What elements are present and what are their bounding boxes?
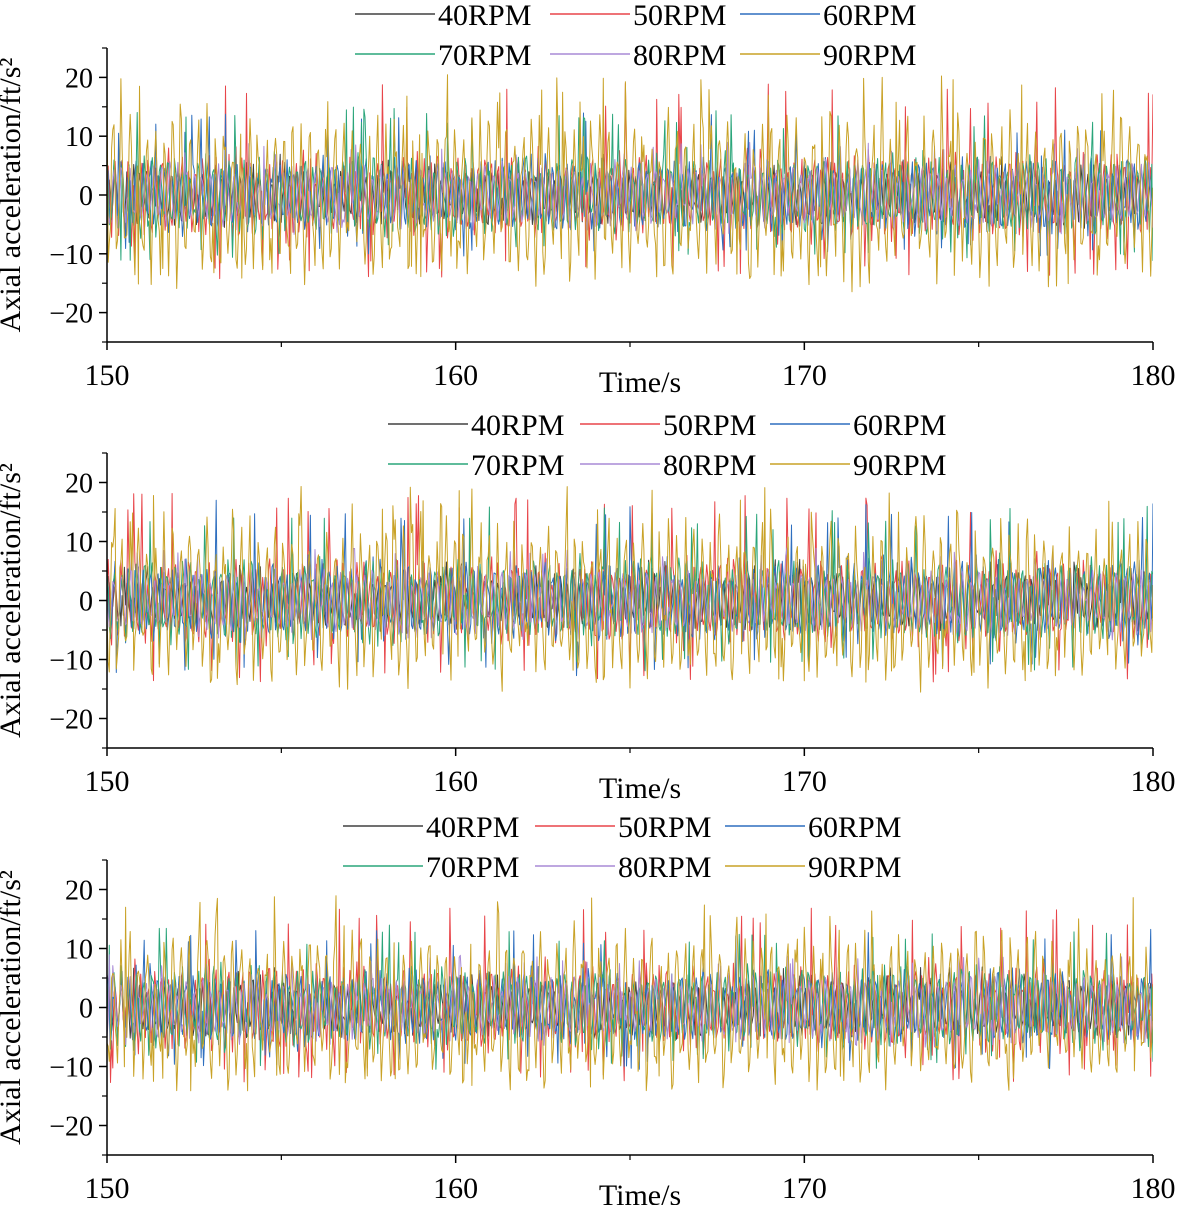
series-group [107,486,1153,693]
y-tick-label: −10 [49,646,93,677]
y-tick-label: 10 [65,935,93,966]
y-tick-label: 20 [65,63,93,94]
legend-label-70rpm: 70RPM [471,449,564,482]
y-tick-label: 20 [65,469,93,500]
y-tick-label: −10 [49,1053,93,1084]
series-line-70rpm [107,106,1153,261]
x-tick-label: 170 [782,765,827,798]
legend-label-50rpm: 50RPM [633,0,726,32]
chart-panel-2: 150 160 170 180 −20 −10 0 10 20 Time/s Axial accel… [0,409,1176,805]
legend: 40RPM 50RPM 60RPM 70RPM 80RPM 90RPM [388,409,946,482]
legend-label-80rpm: 80RPM [633,39,726,72]
x-tick-label: 180 [1131,765,1176,798]
legend-label-40rpm: 40RPM [438,0,531,32]
legend: 40RPM 50RPM 60RPM 70RPM 80RPM 90RPM [355,0,916,72]
y-axis-label: Axial acceleration/ft/s² [0,58,27,333]
series-line-90rpm [107,486,1153,693]
x-tick-label: 160 [433,359,478,392]
series-line-80rpm [107,547,1153,641]
series-line-90rpm [107,74,1153,293]
x-axis-label: Time/s [599,366,681,399]
legend-label-90rpm: 90RPM [823,39,916,72]
legend-label-60rpm: 60RPM [823,0,916,32]
y-tick-label: 0 [79,587,93,618]
legend-label-50rpm: 50RPM [663,409,756,442]
series-group [107,895,1153,1092]
chart-panel-1: 150 160 170 180 −20 −10 0 10 20 Time/s Axial accel… [0,0,1176,399]
legend-label-40rpm: 40RPM [426,811,519,844]
y-tick-label: −20 [49,299,93,330]
y-tick-label: −20 [49,705,93,736]
y-tick-label: 0 [79,181,93,212]
x-tick-label: 180 [1131,1172,1176,1205]
legend-label-50rpm: 50RPM [618,811,711,844]
series-line-90rpm [107,895,1153,1092]
chart-panel-3: 150 160 170 180 −20 −10 0 10 20 Time/s Axial accel… [0,811,1176,1205]
y-tick-label: 0 [79,994,93,1025]
y-tick-label: −20 [49,1112,93,1143]
x-tick-label: 150 [85,765,130,798]
legend-label-60rpm: 60RPM [853,409,946,442]
y-tick-label: 20 [65,876,93,907]
x-tick-label: 180 [1131,359,1176,392]
x-tick-label: 160 [433,1172,478,1205]
legend-label-80rpm: 80RPM [618,851,711,884]
legend-label-40rpm: 40RPM [471,409,564,442]
legend-label-60rpm: 60RPM [808,811,901,844]
x-tick-label: 160 [433,765,478,798]
legend: 40RPM 50RPM 60RPM 70RPM 80RPM 90RPM [343,811,901,884]
legend-label-90rpm: 90RPM [853,449,946,482]
legend-label-80rpm: 80RPM [663,449,756,482]
y-tick-label: 10 [65,528,93,559]
y-axis-label: Axial acceleration/ft/s² [0,870,27,1145]
x-axis-label: Time/s [599,1179,681,1205]
series-group [107,74,1153,293]
legend-label-70rpm: 70RPM [438,39,531,72]
legend-label-70rpm: 70RPM [426,851,519,884]
y-tick-label: −10 [49,240,93,271]
x-tick-label: 150 [85,1172,130,1205]
legend-label-90rpm: 90RPM [808,851,901,884]
y-tick-label: 10 [65,122,93,153]
x-tick-label: 150 [85,359,130,392]
x-tick-label: 170 [782,359,827,392]
y-axis-label: Axial acceleration/ft/s² [0,463,27,738]
x-axis-label: Time/s [599,772,681,805]
x-tick-label: 170 [782,1172,827,1205]
